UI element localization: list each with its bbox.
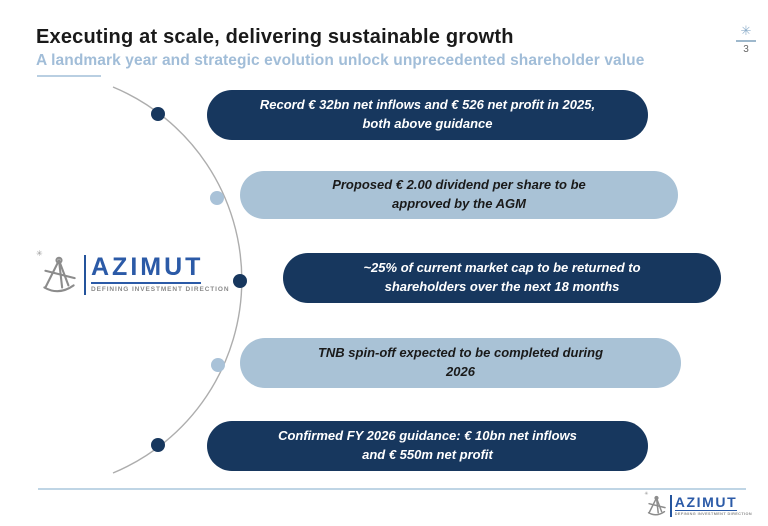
page-number-block: ✳ 3 xyxy=(734,24,758,55)
compass-star-icon: ✳ xyxy=(740,23,752,38)
azimut-logo: ✳ AZIMUT DEFINING INVESTMENT DIRECTION xyxy=(36,249,230,299)
footer-divider-line xyxy=(38,488,746,490)
footer-logo-tagline: DEFINING INVESTMENT DIRECTION xyxy=(674,512,752,516)
slide-title: Executing at scale, delivering sustainab… xyxy=(36,26,514,48)
page-number-divider xyxy=(736,40,756,42)
logo-star-icon-small: ✳ xyxy=(644,491,649,497)
highlight-pill-dividend: Proposed € 2.00 dividend per share to be… xyxy=(240,171,678,219)
azimut-footer-logo: ✳ AZIMUT DEFINING INVESTMENT DIRECTION xyxy=(644,491,752,519)
footer-logo-underline xyxy=(674,510,737,511)
highlight-pill-net-inflows: Record € 32bn net inflows and € 526 net … xyxy=(207,90,648,140)
sextant-icon-small: ✳ xyxy=(644,491,669,519)
arc-dot-4 xyxy=(211,358,225,372)
page-number: 3 xyxy=(743,43,749,55)
footer-logo-wordmark: AZIMUT xyxy=(674,494,738,510)
logo-underline xyxy=(91,282,201,284)
highlight-pill-market-cap: ~25% of current market cap to be returne… xyxy=(283,253,721,303)
highlight-pill-2026-guidance: Confirmed FY 2026 guidance: € 10bn net i… xyxy=(207,421,648,471)
logo-tagline: DEFINING INVESTMENT DIRECTION xyxy=(91,285,230,293)
arc-dot-2 xyxy=(210,191,224,205)
logo-divider-bar xyxy=(84,255,86,295)
logo-wordmark: AZIMUT xyxy=(91,253,204,281)
sextant-icon: ✳ xyxy=(36,249,82,299)
logo-star-icon: ✳ xyxy=(36,249,43,258)
highlight-pill-tnb-spinoff: TNB spin-off expected to be completed du… xyxy=(240,338,681,388)
arc-dot-1 xyxy=(151,107,165,121)
arc-dot-5 xyxy=(151,438,165,452)
footer-logo-divider-bar xyxy=(670,495,672,517)
subtitle-accent-line xyxy=(37,75,101,77)
slide-subtitle: A landmark year and strategic evolution … xyxy=(36,52,645,69)
arc-dot-3 xyxy=(233,274,247,288)
